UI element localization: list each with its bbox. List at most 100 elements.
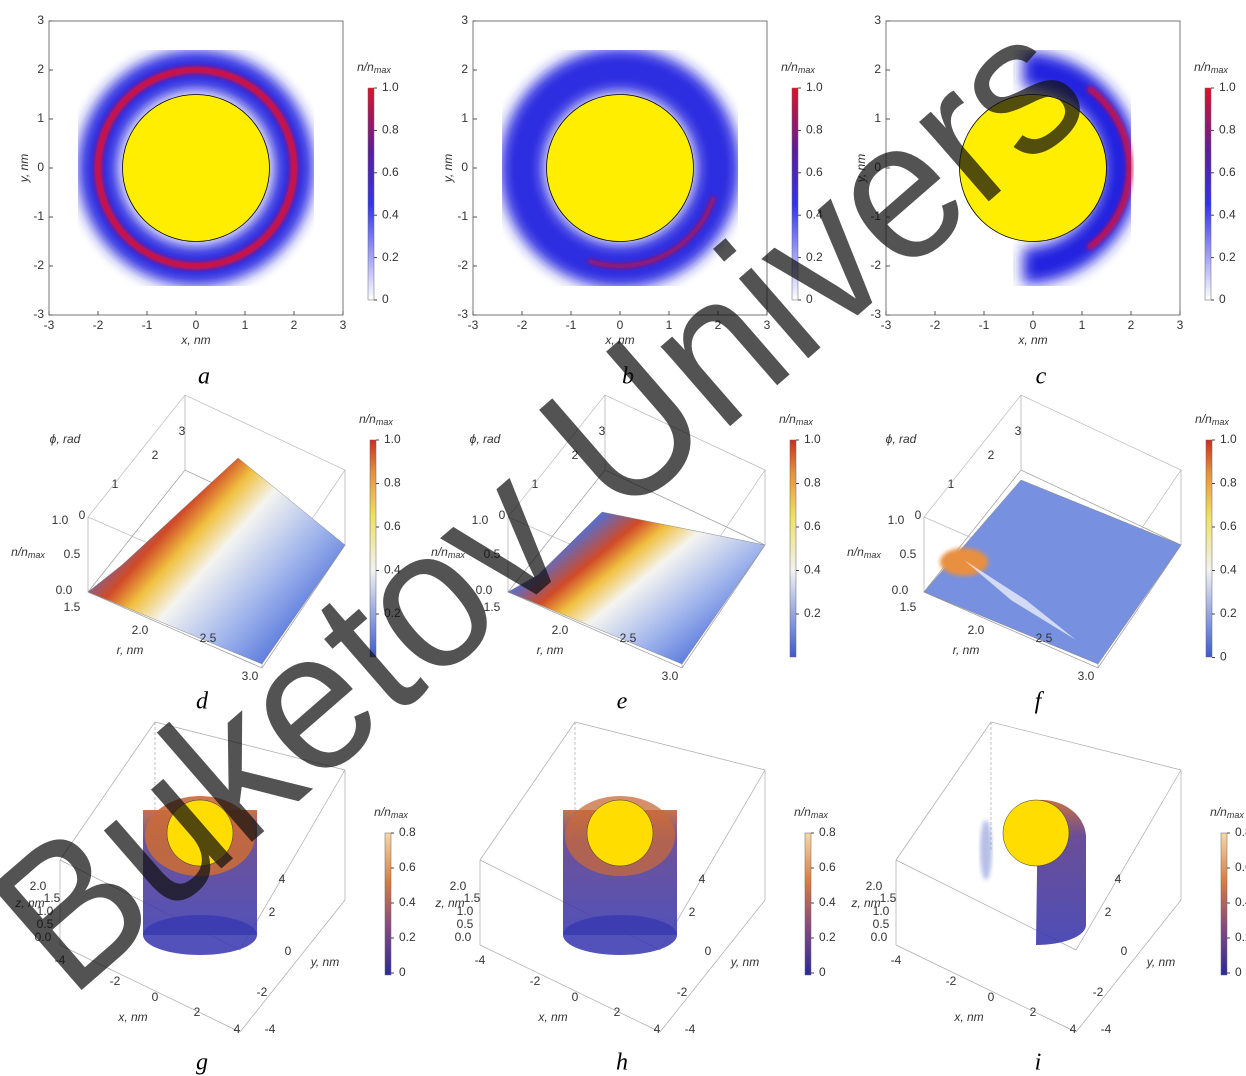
colorbar <box>790 440 796 657</box>
y-tick-label: -2 <box>677 985 688 999</box>
phi-axis-label: ϕ, rad <box>50 432 81 446</box>
colorbar-tick-label: 0.4 <box>1235 895 1246 909</box>
page: {"watermark": "Buketov Univers", "maps":… <box>0 0 1246 1076</box>
figure: -3-2-101233210-1-2-3x, nmy, nmn/nmax1.00… <box>0 0 1246 1076</box>
nanoparticle <box>1003 800 1069 866</box>
colorbar-tick-label: 0.4 <box>1220 563 1237 577</box>
panel-letter: i <box>1035 1050 1042 1076</box>
colorbar-tick-label: 0 <box>819 965 826 979</box>
phi-tick-label: 0 <box>79 508 86 522</box>
colorbar-tick-label: 0.6 <box>1220 519 1237 533</box>
y-tick-label: -1 <box>457 209 468 223</box>
colorbar-tick-label: 1.0 <box>382 80 399 94</box>
n-tick-label: 0.5 <box>900 547 917 561</box>
panel-letter: e <box>617 689 628 715</box>
colorbar-tick-label: 0.2 <box>1220 606 1237 620</box>
box-edge <box>991 722 1181 770</box>
n-axis-label-main: n/n <box>11 545 28 559</box>
x-tick-label: 0 <box>988 990 995 1004</box>
colorbar-tick-label: 0.2 <box>1219 250 1236 264</box>
colorbar-tick-label: 0.8 <box>804 476 821 490</box>
phi-tick-label: 3 <box>179 424 186 438</box>
x-tick-label: 4 <box>1070 1022 1077 1036</box>
colorbar-tick-label: 0.6 <box>804 519 821 533</box>
y-tick-label: 2 <box>461 62 468 76</box>
colorbar-title-sub: max <box>1212 417 1230 427</box>
y-tick-label: 4 <box>1115 872 1122 886</box>
y-tick-label: 2 <box>269 905 276 919</box>
y-tick-label: 1 <box>461 111 468 125</box>
x-tick-label: 4 <box>234 1022 241 1036</box>
colorbar-title: n/nmax <box>359 412 393 427</box>
colorbar-tick-label: 1.0 <box>1220 432 1237 446</box>
box-edge <box>575 722 765 770</box>
z-tick-label: 0.0 <box>871 930 888 944</box>
r-axis-label: r, nm <box>953 643 980 657</box>
panel-letter: g <box>196 1050 208 1076</box>
phi-tick-label: 2 <box>988 448 995 462</box>
panel-letter: c <box>1036 364 1047 390</box>
z-tick-label: 1.5 <box>464 891 481 905</box>
x-tick-label: -3 <box>468 318 479 332</box>
y-tick-label: 3 <box>37 13 44 27</box>
z-tick-label: 1.5 <box>880 891 897 905</box>
x-tick-label: -2 <box>93 318 104 332</box>
colorbar-tick-label: 0.8 <box>1220 476 1237 490</box>
x-tick-label: -2 <box>517 318 528 332</box>
y-tick-label: 1 <box>37 111 44 125</box>
colorbar-title-sub: max <box>811 810 829 820</box>
x-tick-label: 4 <box>654 1022 661 1036</box>
colorbar-title-main: n/n <box>359 412 376 426</box>
y-axis-label: y, nm <box>1146 955 1175 969</box>
y-tick-label: 2 <box>689 905 696 919</box>
colorbar <box>1205 88 1211 300</box>
r-tick-label: 3.0 <box>1078 669 1095 683</box>
y-tick-label: 0 <box>1121 944 1128 958</box>
colorbar-tick-label: 0.6 <box>1219 165 1236 179</box>
y-tick-label: 0 <box>37 160 44 174</box>
x-tick-label: -2 <box>530 974 541 988</box>
y-tick-label: -2 <box>457 258 468 272</box>
colorbar-tick-label: 0.8 <box>399 825 416 839</box>
colorbar <box>368 88 374 300</box>
colorbar-title-sub: max <box>798 65 816 75</box>
density-halo <box>980 820 992 880</box>
colorbar-tick-label: 0.6 <box>819 860 836 874</box>
colorbar-title-main: n/n <box>781 60 798 74</box>
n-axis-label-sub: max <box>864 550 882 560</box>
panel-letter: h <box>616 1050 628 1076</box>
colorbar-tick-label: 0 <box>382 292 389 306</box>
y-tick-label: -2 <box>257 985 268 999</box>
colorbar <box>1221 833 1227 975</box>
colorbar-tick-label: 0.8 <box>819 825 836 839</box>
r-tick-label: 2.0 <box>132 623 149 637</box>
colorbar-tick-label: 0.8 <box>382 123 399 137</box>
x-tick-label: 1 <box>1079 318 1086 332</box>
colorbar-tick-label: 1.0 <box>804 432 821 446</box>
colorbar-tick-label: 1.0 <box>806 80 823 94</box>
panel-letter: f <box>1035 689 1045 715</box>
r-tick-label: 2.5 <box>620 631 637 645</box>
nanoparticle <box>547 95 694 242</box>
colorbar-title: n/nmax <box>357 60 391 75</box>
colorbar-title-main: n/n <box>1195 412 1212 426</box>
colorbar-tick-label: 0.6 <box>399 860 416 874</box>
y-tick-label: 3 <box>874 13 881 27</box>
x-tick-label: 0 <box>152 990 159 1004</box>
colorbar-tick-label: 0.2 <box>382 250 399 264</box>
colorbar-title-main: n/n <box>1210 805 1227 819</box>
x-tick-label: -4 <box>475 953 486 967</box>
colorbar-tick-label: 0.4 <box>382 207 399 221</box>
colorbar-title: n/nmax <box>781 60 815 75</box>
colorbar-title: n/nmax <box>1210 805 1244 820</box>
x-axis-label: x, nm <box>1017 333 1047 347</box>
colorbar-title-main: n/n <box>374 805 391 819</box>
nanoparticle <box>587 800 653 866</box>
r-axis-label: r, nm <box>117 643 144 657</box>
y-tick-label: -2 <box>33 258 44 272</box>
r-tick-label: 2.5 <box>1036 631 1053 645</box>
x-tick-label: 0 <box>572 990 579 1004</box>
n-tick-label: 0.0 <box>892 583 909 597</box>
colorbar-title-sub: max <box>1227 810 1245 820</box>
z-tick-label: 1.0 <box>873 904 890 918</box>
